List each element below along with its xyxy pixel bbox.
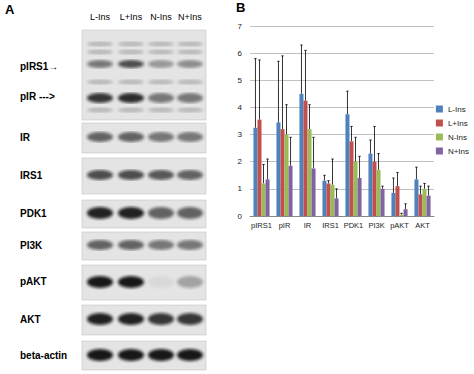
svg-text:4: 4	[238, 103, 243, 112]
svg-text:IR: IR	[20, 132, 31, 143]
svg-text:N-Ins: N-Ins	[448, 133, 467, 142]
svg-text:pIRS1→: pIRS1→	[20, 61, 58, 72]
svg-text:5: 5	[238, 76, 243, 85]
svg-text:2: 2	[238, 157, 243, 166]
svg-text:L+Ins: L+Ins	[120, 12, 143, 22]
svg-text:IR: IR	[304, 221, 312, 230]
svg-text:N-Ins: N-Ins	[150, 12, 172, 22]
svg-text:L-Ins: L-Ins	[90, 12, 111, 22]
svg-text:PI3K: PI3K	[20, 240, 43, 251]
svg-text:beta-actin: beta-actin	[20, 350, 67, 361]
svg-text:PDK1: PDK1	[344, 221, 364, 230]
svg-text:6: 6	[238, 49, 243, 58]
svg-text:pIR --->: pIR --->	[20, 91, 55, 102]
svg-text:PI3K: PI3K	[368, 221, 384, 230]
svg-text:7: 7	[238, 22, 243, 31]
svg-text:IRS1: IRS1	[20, 170, 43, 181]
html-text:B: B	[236, 0, 246, 15]
svg-text:A: A	[5, 2, 15, 17]
svg-text:PDK1: PDK1	[20, 208, 47, 219]
svg-text:AKT: AKT	[415, 221, 430, 230]
svg-text:pAKT: pAKT	[390, 221, 409, 230]
svg-text:IRS1: IRS1	[322, 221, 339, 230]
svg-text:L+Ins: L+Ins	[448, 119, 468, 128]
svg-text:N+Ins: N+Ins	[178, 12, 202, 22]
svg-text:pAKT: pAKT	[20, 276, 47, 287]
svg-text:1: 1	[238, 184, 243, 193]
svg-text:0: 0	[238, 212, 243, 221]
svg-text:3: 3	[238, 130, 243, 139]
svg-text:pIR: pIR	[279, 221, 291, 230]
svg-text:N+Ins: N+Ins	[448, 147, 469, 156]
svg-text:L-Ins: L-Ins	[448, 105, 466, 114]
svg-text:AKT: AKT	[20, 314, 41, 325]
svg-text:pIRS1: pIRS1	[251, 221, 272, 230]
